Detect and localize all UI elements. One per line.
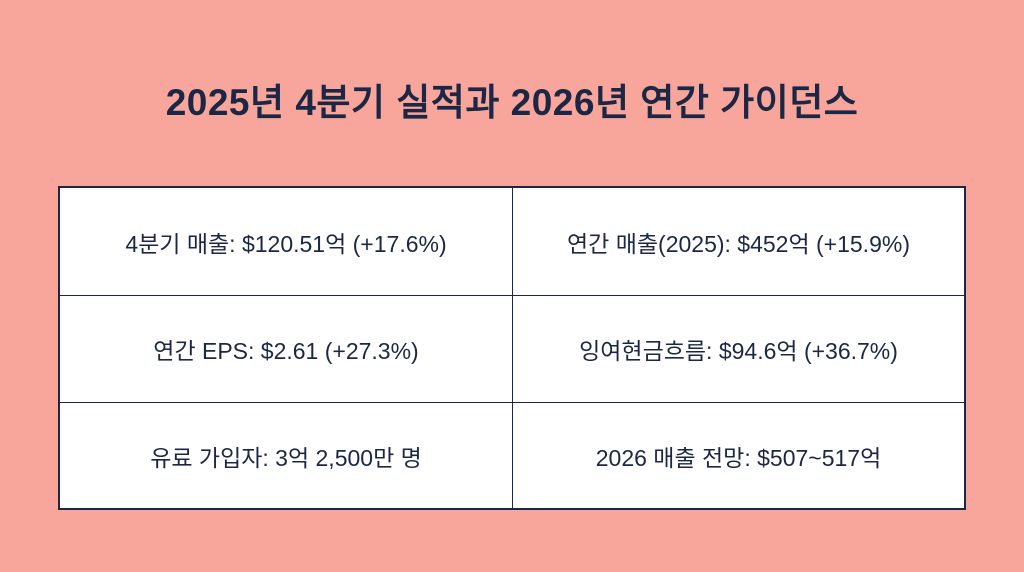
metric-annual-revenue: 연간 매출(2025): $452억 (+15.9%) bbox=[513, 188, 964, 296]
metrics-table: 4분기 매출: $120.51억 (+17.6%) 연간 매출(2025): $… bbox=[58, 186, 966, 510]
metric-paid-subscribers: 유료 가입자: 3억 2,500만 명 bbox=[60, 403, 513, 508]
metric-q4-revenue: 4분기 매출: $120.51억 (+17.6%) bbox=[60, 188, 513, 296]
metric-2026-revenue-guidance: 2026 매출 전망: $507~517억 bbox=[595, 444, 882, 471]
metric-free-cash-flow: 잉여현금흐름: $94.6억 (+36.7%) bbox=[513, 296, 964, 403]
page-title: 2025년 4분기 실적과 2026년 연간 가이던스 bbox=[165, 82, 859, 123]
metric-annual-eps: 연간 EPS: $2.61 (+27.3%) bbox=[60, 296, 513, 403]
